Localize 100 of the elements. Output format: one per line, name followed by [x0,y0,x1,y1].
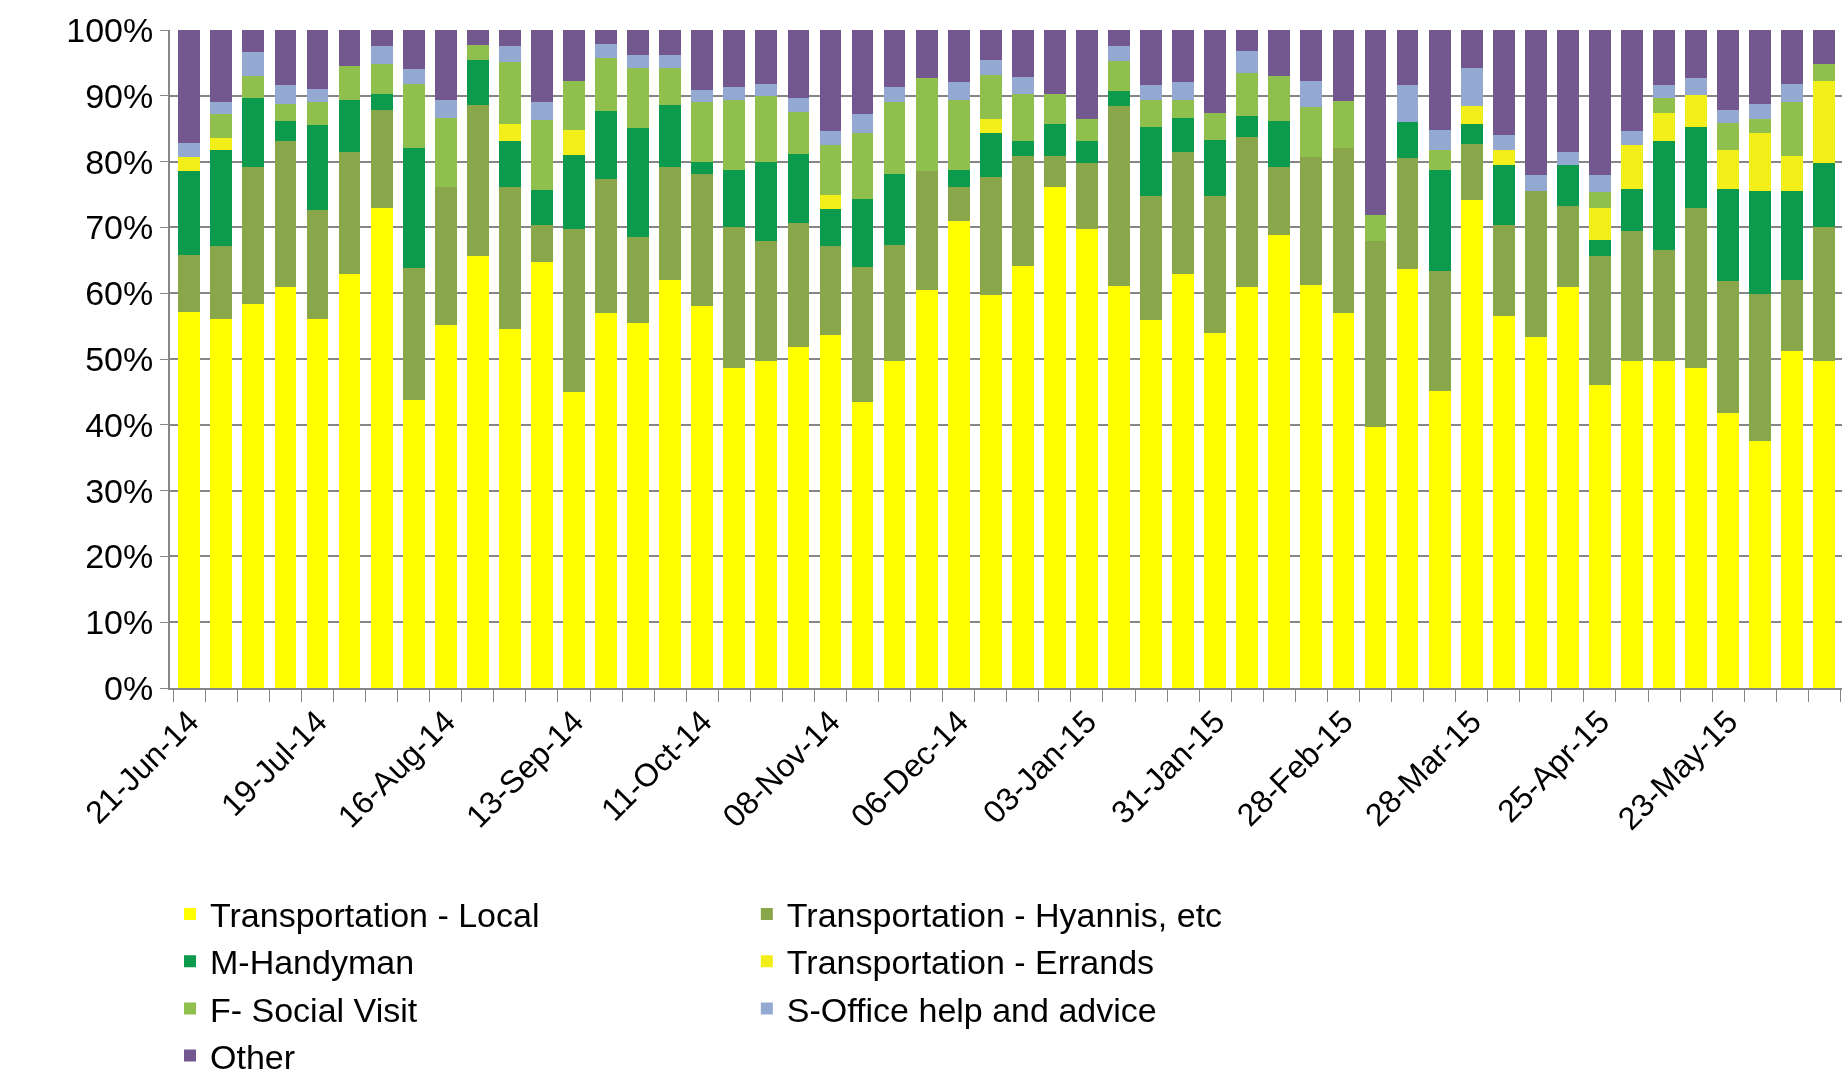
bar [434,30,457,100]
bar [659,166,682,281]
y-tick-label: 10% [85,603,154,642]
bar [1813,30,1836,64]
bar [1043,155,1066,188]
bar [979,74,1002,119]
bar [1685,126,1708,208]
bar [370,63,393,94]
bar [1524,336,1547,688]
y-tick-label: 30% [85,471,154,510]
bar [1556,205,1579,287]
bar [723,30,746,87]
bar [498,124,521,141]
bar [947,81,970,100]
bar [466,60,489,106]
bar [627,323,649,688]
bar [1364,30,1387,215]
bar [1300,30,1323,82]
bar [691,102,714,162]
bar [1653,249,1675,361]
bar [1749,30,1772,104]
bar [1011,266,1034,688]
bar [1236,286,1259,688]
legend-label: Transportation - Local [210,896,540,935]
bar [1428,270,1451,391]
bar [1524,175,1547,192]
legend-label: F- Social Visit [210,990,418,1029]
bar [1396,30,1419,86]
y-tick-label: 60% [85,274,154,313]
bar [1396,158,1419,269]
bar [1589,255,1611,385]
bar [1140,85,1162,100]
bar [1300,106,1323,157]
bar [1589,208,1611,240]
bar [1492,150,1515,165]
bar [1108,45,1130,61]
bar [1492,316,1515,688]
bar [1589,175,1611,192]
bar [178,30,201,143]
bar [306,209,329,319]
bar [1717,109,1740,124]
bar [691,306,714,688]
bar [274,287,297,688]
bar [819,335,842,688]
bar [1396,85,1419,123]
y-tick-label: 100% [66,10,154,49]
bar [1300,81,1323,107]
bar [1043,187,1066,688]
bar [755,360,778,688]
bar [1204,112,1227,140]
bar [370,109,393,209]
bar [210,150,233,246]
bar [370,30,393,46]
bar [210,30,233,102]
bar [691,30,714,90]
bar [1492,30,1515,136]
bar [178,311,201,688]
bar [1076,118,1098,141]
bar [1781,191,1804,281]
bar [242,52,265,77]
bar [1685,78,1708,96]
bar [915,171,938,290]
bar [755,96,778,162]
bar [819,194,842,209]
bar [1332,148,1355,313]
bar [1268,166,1291,236]
bar [1653,112,1675,141]
bar [883,30,906,88]
bar [915,78,938,172]
bar [851,114,874,133]
bar [1589,30,1611,176]
bar [819,245,842,336]
bar [1492,224,1515,317]
bar [402,69,425,84]
bar [1108,106,1130,286]
legend-label: S-Office help and advice [786,990,1157,1029]
bar [274,120,297,141]
bar [1460,30,1483,69]
bar [498,186,521,330]
bar [1781,83,1804,103]
bar [1749,118,1772,134]
bar [659,68,682,106]
bar [563,30,585,81]
bar [819,30,842,132]
y-tick-label: 40% [85,405,154,444]
bar [1236,51,1259,74]
bar [274,104,297,121]
bar [1172,30,1195,82]
bar [1364,214,1387,241]
bar [787,98,810,113]
bar [338,151,361,275]
bar [819,145,842,195]
bar [1140,30,1162,86]
bar [659,30,682,55]
bar [1332,30,1355,102]
bar [979,294,1002,688]
bar [402,83,425,149]
bar [1396,268,1419,688]
bar [402,267,425,401]
bar [851,30,874,115]
